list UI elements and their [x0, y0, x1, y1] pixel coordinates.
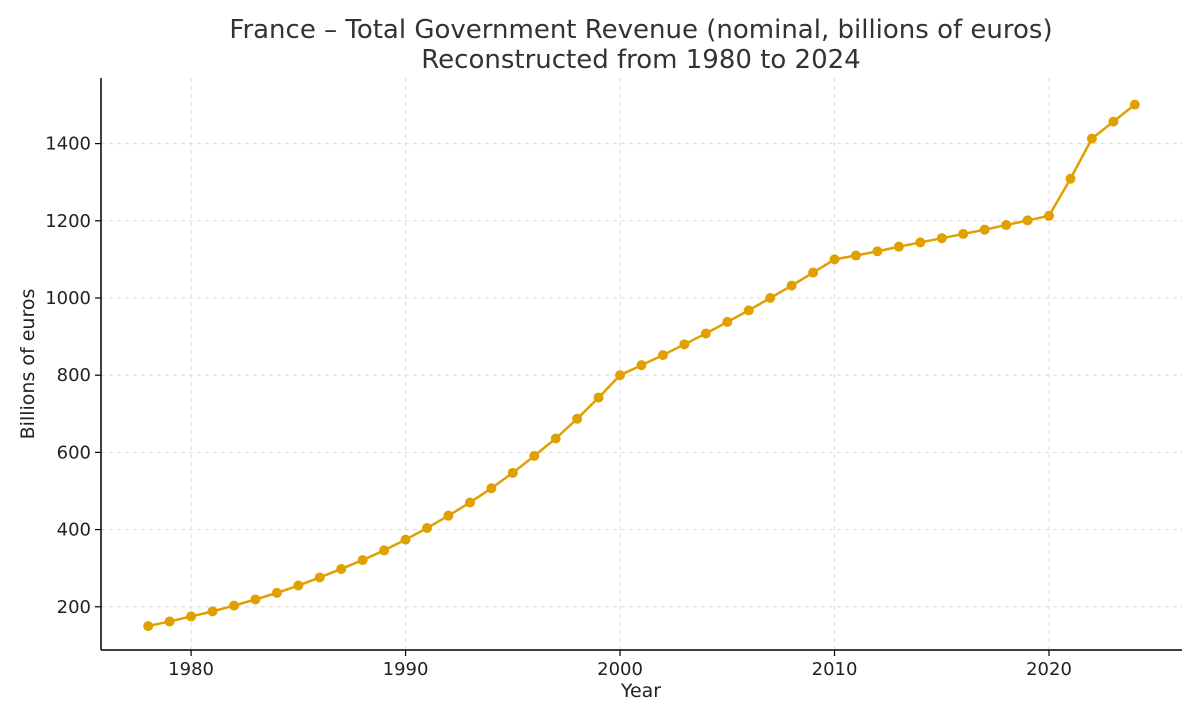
- data-point: [572, 413, 583, 424]
- x-tick-label: 2010: [812, 659, 858, 680]
- data-point: [979, 224, 990, 235]
- data-point: [743, 305, 754, 316]
- data-point: [507, 467, 518, 478]
- y-tick-label: 1200: [45, 211, 91, 232]
- chart-title: France – Total Government Revenue (nomin…: [229, 15, 1052, 45]
- data-point: [400, 534, 411, 545]
- data-point: [464, 497, 475, 508]
- data-point: [379, 545, 390, 556]
- data-point: [250, 594, 261, 605]
- x-tick-label: 1990: [383, 659, 429, 680]
- data-point: [615, 370, 626, 381]
- data-point: [850, 250, 861, 261]
- data-point: [636, 360, 647, 371]
- data-point: [872, 246, 883, 257]
- y-tick-label: 800: [57, 365, 91, 386]
- data-point: [1001, 220, 1012, 231]
- y-tick-label: 1400: [45, 134, 91, 155]
- data-point: [893, 241, 904, 252]
- data-point: [186, 611, 197, 622]
- data-point: [765, 293, 776, 303]
- axes: [100, 78, 1182, 651]
- data-point: [958, 228, 969, 239]
- chart-title-group: France – Total Government Revenue (nomin…: [229, 15, 1052, 75]
- data-point: [529, 450, 540, 461]
- y-tick-label: 600: [57, 442, 91, 463]
- data-point: [422, 523, 433, 534]
- data-point: [700, 328, 711, 339]
- x-axis-label: Year: [620, 680, 661, 702]
- data-point: [357, 555, 368, 566]
- ticks: 1980 1990 2000 2010 2020 200 400 600 800 1000 1200…: [45, 134, 1072, 680]
- data-point: [1108, 116, 1119, 127]
- data-point: [786, 280, 797, 291]
- data-point: [336, 563, 347, 574]
- data-point: [314, 572, 325, 583]
- data-point: [1044, 210, 1055, 221]
- y-tick-label: 1000: [45, 288, 91, 309]
- chart-subtitle: Reconstructed from 1980 to 2024: [421, 45, 860, 75]
- data-point: [657, 350, 668, 361]
- data-point: [593, 392, 604, 403]
- data-point: [143, 621, 154, 632]
- data-point: [829, 254, 840, 265]
- data-point: [722, 316, 733, 327]
- data-point: [550, 433, 561, 444]
- x-tick-label: 2000: [597, 659, 643, 680]
- data-point: [486, 483, 497, 494]
- data-point: [271, 587, 282, 598]
- x-tick-label: 1980: [168, 659, 214, 680]
- data-point: [1022, 215, 1033, 226]
- y-axis-label: Billions of euros: [17, 289, 39, 440]
- data-point: [1086, 133, 1097, 144]
- series-layer: [143, 99, 1140, 632]
- y-tick-label: 200: [57, 597, 91, 618]
- data-point: [1129, 99, 1140, 110]
- data-point: [228, 600, 239, 611]
- x-tick-label: 2020: [1026, 659, 1072, 680]
- data-point: [936, 233, 947, 244]
- data-point: [443, 510, 454, 521]
- data-point: [164, 616, 175, 627]
- data-point: [915, 237, 926, 248]
- data-point: [207, 606, 218, 617]
- y-tick-label: 400: [57, 520, 91, 541]
- data-point: [1065, 173, 1076, 184]
- data-point: [679, 339, 690, 350]
- data-point: [293, 580, 304, 591]
- data-point: [808, 267, 819, 278]
